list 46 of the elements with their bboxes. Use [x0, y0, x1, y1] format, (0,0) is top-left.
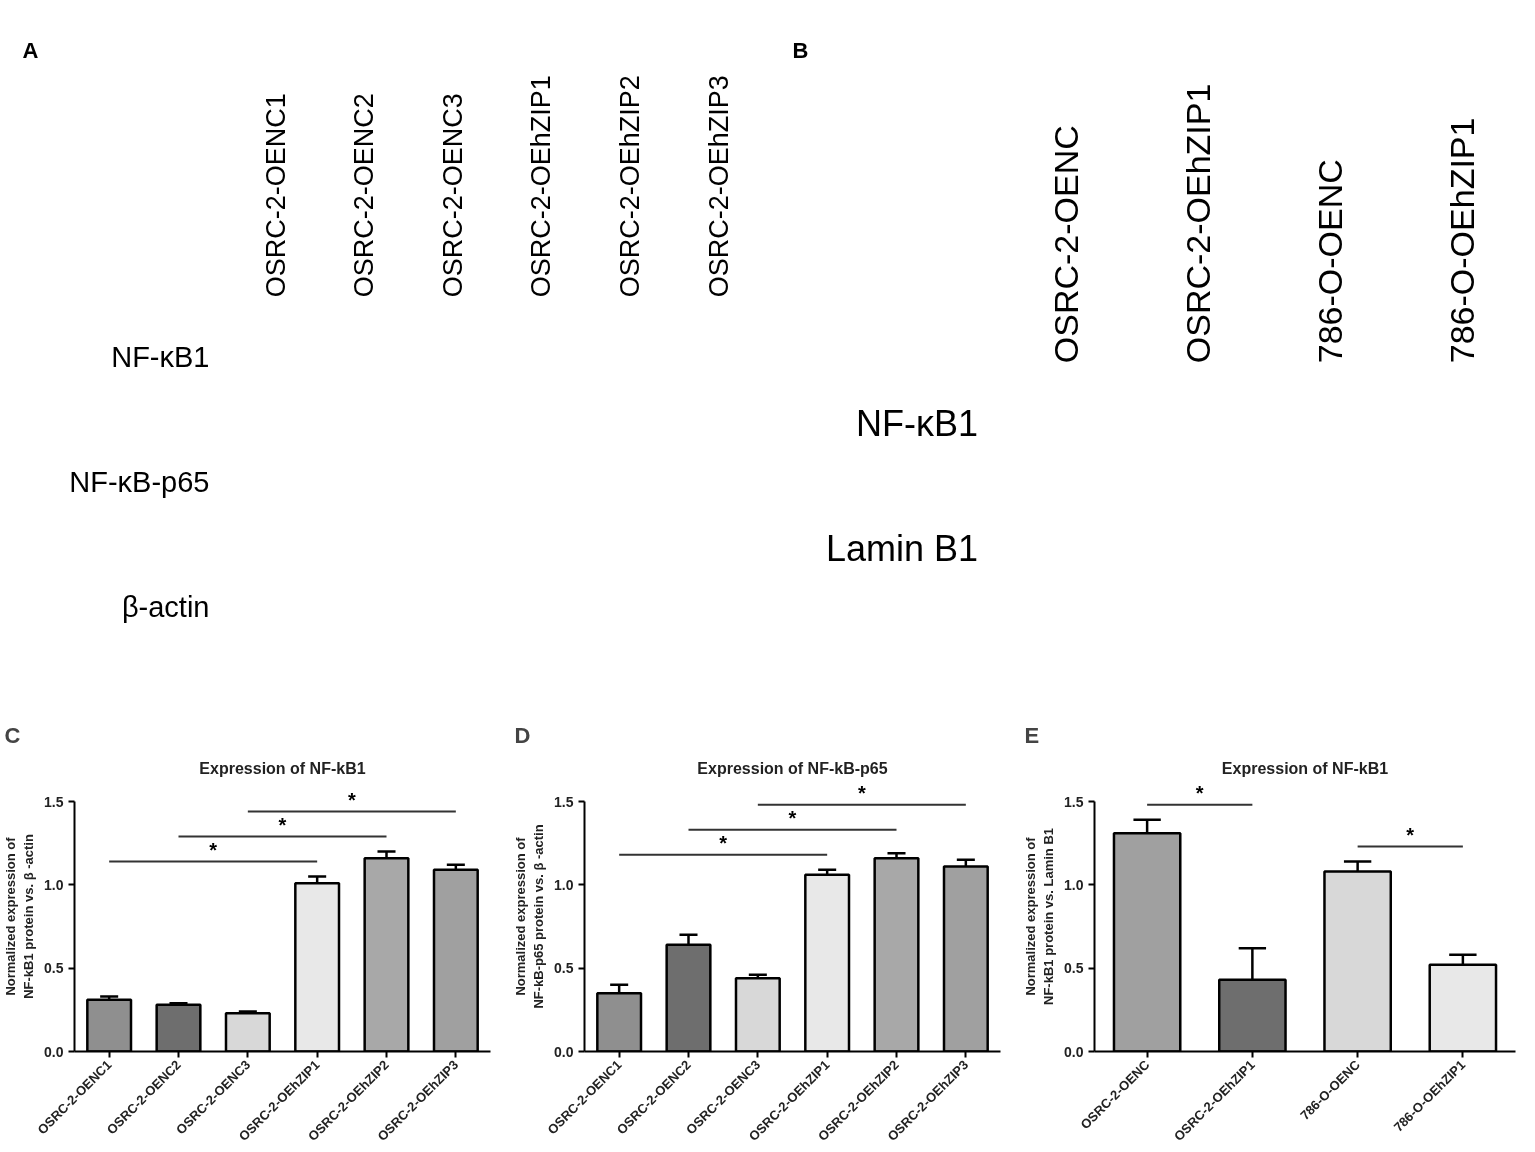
- y-tick-label: 1.0: [1064, 876, 1084, 893]
- category-label: OSRC-2-OEhZIP1: [1178, 83, 1217, 364]
- category-label: OSRC-2-OENC1: [260, 93, 291, 298]
- annotation: *: [1195, 781, 1204, 804]
- y-tick-label: 1.5: [554, 793, 574, 810]
- category-label: Lamin B1: [825, 527, 979, 569]
- y-tick-label: 0.5: [1064, 960, 1084, 977]
- text: B: [792, 38, 809, 63]
- category-label: β-actin: [121, 591, 210, 624]
- y-axis-title: Normalized expression of NF-kB-p65 protein vs. β -actin: [513, 824, 547, 1009]
- category-label: OSRC-2-OEhZIP2: [614, 75, 645, 298]
- annotation: *: [209, 838, 218, 861]
- chart-title: Expression of NF-kB1: [1221, 759, 1389, 777]
- y-tick-label: 0.5: [44, 960, 64, 977]
- annotation: *: [347, 788, 356, 811]
- chart-title: Expression of NF-kB-p65: [697, 759, 888, 777]
- y-tick-label: 1.5: [44, 793, 64, 810]
- y-tick-label: 1.0: [44, 876, 64, 893]
- y-tick-label: 1.0: [554, 876, 574, 893]
- category-label: OSRC-2-OEhZIP3: [703, 75, 734, 298]
- y-tick-label: 0.5: [554, 960, 574, 977]
- y-axis-title: Normalized expression of NF-kB1 protein vs. β -actin: [3, 834, 37, 999]
- category-label: NF-κB1: [855, 402, 979, 444]
- category-label: NF-κB1: [111, 341, 210, 374]
- category-label: NF-κB-p65: [69, 466, 210, 499]
- category-label: 786-O-OENC: [1310, 159, 1349, 364]
- text: D: [514, 722, 531, 748]
- text: A: [22, 38, 39, 63]
- annotation: *: [719, 831, 728, 854]
- category-label: OSRC-2-OENC3: [437, 93, 468, 298]
- y-tick-label: 1.5: [1064, 793, 1084, 810]
- y-tick-label: 0.0: [1064, 1043, 1084, 1060]
- annotation: *: [278, 813, 287, 836]
- y-tick-label: 0.0: [44, 1043, 64, 1060]
- category-label: OSRC-2-OENC2: [349, 93, 380, 298]
- chart-title: Expression of NF-kB1: [199, 759, 366, 777]
- text: E: [1024, 722, 1040, 748]
- category-label: OSRC-2-OENC: [1046, 125, 1085, 364]
- annotation: *: [1406, 823, 1415, 846]
- category-label: 786-O-OEhZIP1: [1442, 117, 1481, 364]
- annotation: *: [857, 781, 866, 804]
- category-label: OSRC-2-OEhZIP1: [526, 75, 557, 298]
- annotation: *: [788, 806, 797, 829]
- y-tick-label: 0.0: [554, 1043, 574, 1060]
- text: C: [4, 722, 21, 748]
- y-axis-title: Normalized expression of NF-kB1 protein vs. Lamin B1: [1023, 828, 1057, 1005]
